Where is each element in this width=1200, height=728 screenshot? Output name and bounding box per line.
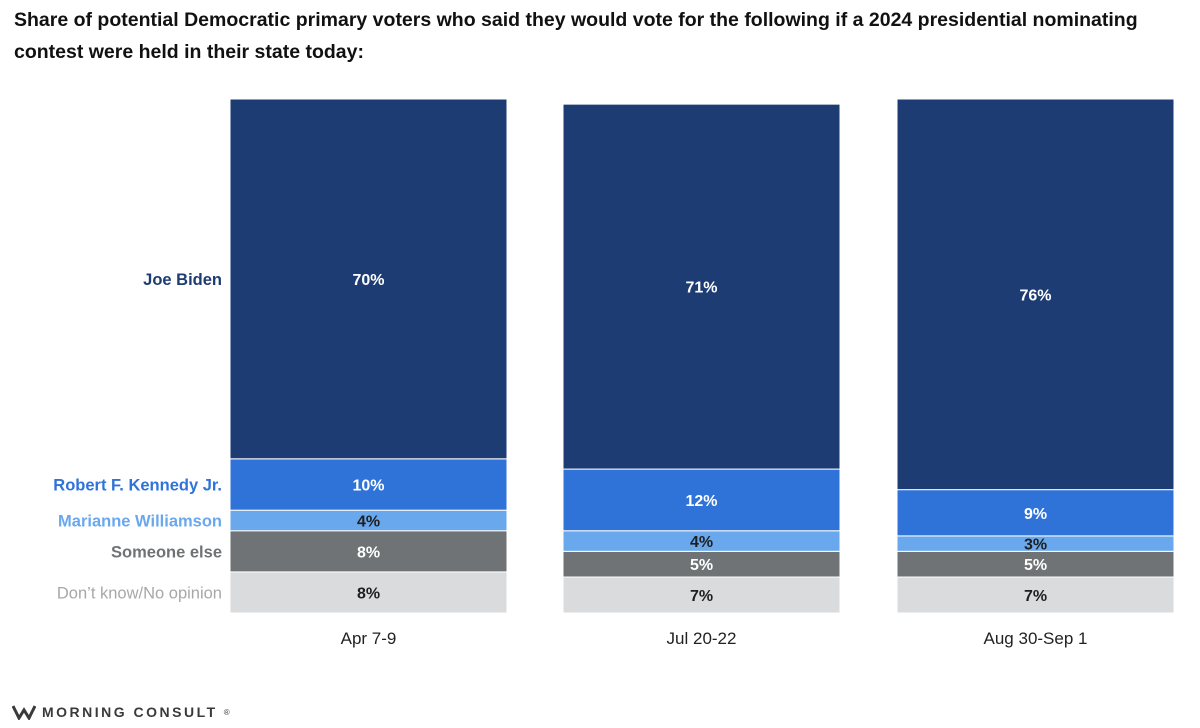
bar-robert-f-kennedy-jr-apr-7-9 (229, 458, 508, 511)
data-label-marianne-williamson-apr-7-9: 4% (357, 513, 380, 530)
legend-label-joe-biden: Joe Biden (143, 271, 222, 289)
bar-robert-f-kennedy-jr-aug-30-sep-1 (896, 489, 1175, 537)
data-label-joe-biden-jul-20-22: 71% (685, 280, 717, 297)
bar-joe-biden-apr-7-9 (229, 98, 508, 460)
legend-label-robert-f-kennedy-jr: Robert F. Kennedy Jr. (53, 477, 222, 495)
data-label-robert-f-kennedy-jr-apr-7-9: 10% (352, 478, 384, 495)
x-tick-label-jul-20-22: Jul 20-22 (667, 629, 737, 648)
legend-label-marianne-williamson: Marianne Williamson (58, 512, 222, 530)
brand-name: MORNING CONSULT (42, 704, 218, 720)
bar-someone-else-jul-20-22 (562, 550, 841, 578)
data-label-someone-else-aug-30-sep-1: 5% (1024, 557, 1047, 574)
bar-robert-f-kennedy-jr-jul-20-22 (562, 468, 841, 532)
data-label-don-t-know-no-opinion-aug-30-sep-1: 7% (1024, 588, 1047, 605)
data-label-someone-else-jul-20-22: 5% (690, 557, 713, 574)
brand-logo: MORNING CONSULT ® (12, 700, 230, 724)
bar-don-t-know-no-opinion-aug-30-sep-1 (896, 576, 1175, 614)
data-label-marianne-williamson-aug-30-sep-1: 3% (1024, 537, 1047, 554)
legend-label-someone-else: Someone else (111, 543, 222, 561)
legend-label-don-t-know-no-opinion: Don’t know/No opinion (57, 584, 222, 602)
data-label-don-t-know-no-opinion-jul-20-22: 7% (690, 588, 713, 605)
data-label-joe-biden-aug-30-sep-1: 76% (1019, 287, 1051, 304)
data-label-robert-f-kennedy-jr-jul-20-22: 12% (685, 493, 717, 510)
morning-consult-logo-icon (12, 705, 36, 720)
brand-registered-mark: ® (223, 707, 230, 717)
data-label-don-t-know-no-opinion-apr-7-9: 8% (357, 585, 380, 602)
data-label-someone-else-apr-7-9: 8% (357, 544, 380, 561)
data-label-joe-biden-apr-7-9: 70% (352, 272, 384, 289)
data-label-robert-f-kennedy-jr-aug-30-sep-1: 9% (1024, 506, 1047, 523)
bar-don-t-know-no-opinion-apr-7-9 (229, 571, 508, 614)
x-tick-label-aug-30-sep-1: Aug 30-Sep 1 (984, 629, 1088, 648)
bar-joe-biden-aug-30-sep-1 (896, 98, 1175, 491)
chart-title: Share of potential Democratic primary vo… (14, 9, 1138, 63)
data-label-marianne-williamson-jul-20-22: 4% (690, 534, 713, 551)
bar-don-t-know-no-opinion-jul-20-22 (562, 576, 841, 614)
x-tick-label-apr-7-9: Apr 7-9 (341, 629, 397, 648)
bar-someone-else-apr-7-9 (229, 530, 508, 573)
bar-joe-biden-jul-20-22 (562, 103, 841, 470)
